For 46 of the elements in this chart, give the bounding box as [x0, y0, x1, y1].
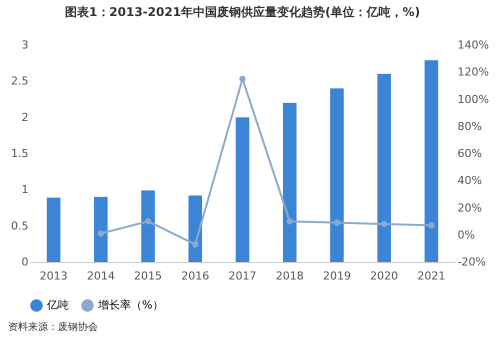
- bar: [236, 117, 250, 262]
- x-tick-label: 2021: [417, 270, 446, 282]
- bar: [94, 196, 108, 262]
- bar: [330, 88, 344, 262]
- y2-tick-label: 40%: [458, 174, 482, 188]
- x-tick-label: 2016: [181, 270, 210, 282]
- chart-title: 图表1：2013-2021年中国废钢供应量变化趋势(单位：亿吨，%): [64, 5, 420, 19]
- legend-label: 增长率（%）: [97, 298, 164, 312]
- x-tick-label: 2015: [134, 270, 162, 282]
- y-tick-label: 0.5: [11, 219, 28, 232]
- bar: [141, 190, 155, 262]
- y2-tick-label: 20%: [458, 201, 482, 214]
- y-tick-label: 2: [22, 110, 28, 124]
- y2-tick-label: 120%: [458, 66, 489, 79]
- point: [428, 222, 435, 229]
- bar: [377, 74, 391, 262]
- x-tick-label: 2014: [86, 270, 115, 282]
- y2-tick-label: 0%: [458, 228, 475, 242]
- x-tick-label: 2018: [276, 270, 304, 282]
- y-tick-label: 3: [22, 38, 28, 52]
- y2-tick-label: -20%: [458, 256, 486, 268]
- y-tick-label: 0: [22, 256, 28, 268]
- point: [144, 218, 152, 224]
- x-tick-label: 2020: [370, 270, 398, 282]
- bar: [424, 60, 438, 262]
- bar: [46, 198, 60, 262]
- y2-tick-label: 60%: [458, 147, 482, 160]
- x-tick-label: 2019: [322, 270, 351, 282]
- y2-tick-label: 80%: [458, 120, 482, 133]
- point: [334, 220, 340, 226]
- point: [239, 76, 246, 82]
- point: [286, 218, 293, 224]
- point: [381, 220, 388, 228]
- x-tick-label: 2013: [40, 270, 68, 282]
- y-tick-label: 2.5: [11, 74, 28, 88]
- y2-tick-label: 140%: [458, 38, 489, 52]
- y-tick-label: 1.5: [11, 147, 28, 160]
- y-tick-label: 1: [22, 183, 28, 196]
- point: [98, 230, 104, 237]
- bar: [282, 102, 297, 262]
- point: [192, 241, 198, 248]
- legend-label: 亿吨: [46, 298, 69, 312]
- bar: [188, 195, 202, 262]
- x-tick-label: 2017: [228, 270, 256, 282]
- y2-tick-label: 100%: [458, 92, 489, 106]
- text: 资料来源：废钢协会: [8, 320, 98, 334]
